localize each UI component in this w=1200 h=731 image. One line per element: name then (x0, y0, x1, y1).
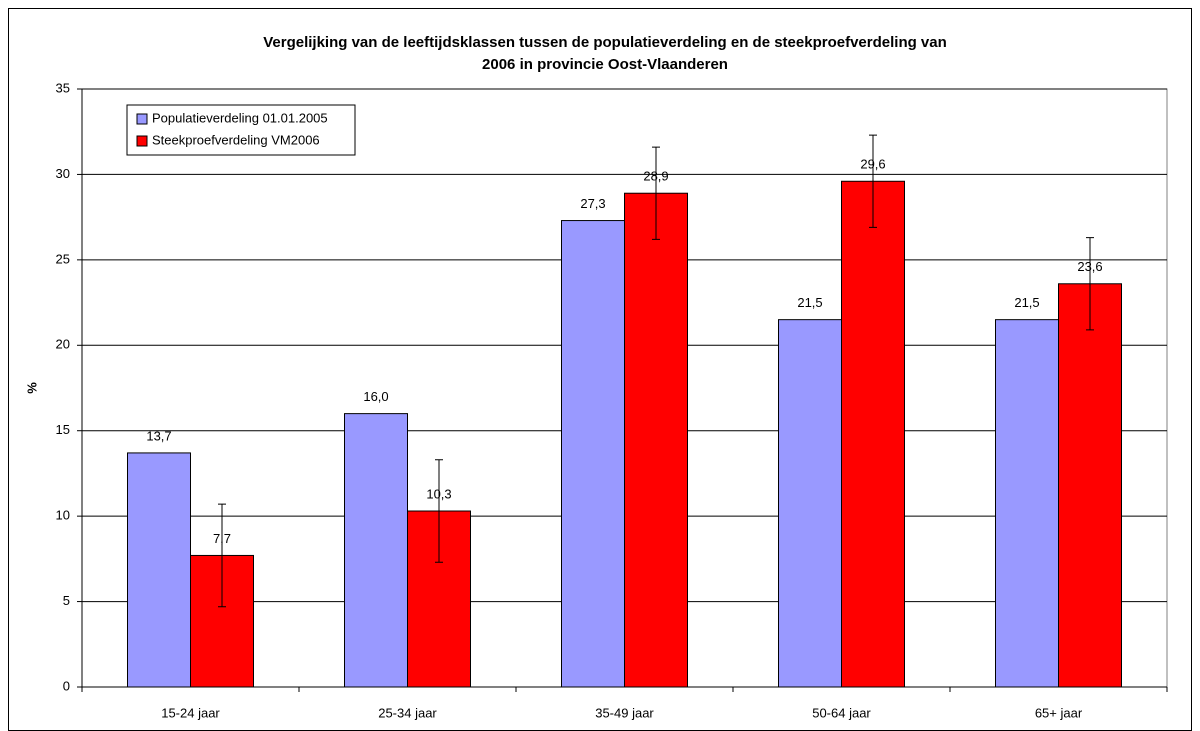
data-label: 27,3 (580, 196, 605, 211)
legend-swatch (136, 135, 148, 147)
y-tick-label: 30 (56, 166, 70, 181)
y-tick-label: 25 (56, 251, 70, 266)
y-tick-label: 35 (56, 80, 70, 95)
bar (995, 319, 1059, 688)
error-bar (435, 459, 443, 563)
bar (778, 319, 842, 688)
y-tick-label: 5 (63, 593, 70, 608)
bar (561, 220, 625, 688)
data-label: 28,9 (643, 169, 668, 184)
data-label: 13,7 (146, 428, 171, 443)
error-bar (869, 134, 877, 228)
x-tick-label: 25-34 jaar (378, 705, 437, 720)
chart-title: Vergelijking van de leeftijdsklassen tus… (263, 34, 947, 51)
y-tick-label: 10 (56, 508, 70, 523)
y-tick-label: 20 (56, 337, 70, 352)
legend (126, 104, 356, 156)
error-bar (652, 146, 660, 240)
error-bar (1086, 237, 1094, 331)
data-label: 21,5 (797, 295, 822, 310)
chart-title: 2006 in provincie Oost-Vlaanderen (482, 56, 728, 73)
data-label: 16,0 (363, 389, 388, 404)
x-tick-label: 35-49 jaar (595, 705, 654, 720)
y-tick-label: 15 (56, 422, 70, 437)
x-tick-label: 15-24 jaar (161, 705, 220, 720)
data-label: 29,6 (860, 157, 885, 172)
y-tick-label: 0 (63, 678, 70, 693)
x-tick-label: 65+ jaar (1035, 705, 1083, 720)
bar (127, 452, 191, 688)
bar (624, 192, 688, 688)
data-label: 21,5 (1014, 295, 1039, 310)
data-label: 10,3 (426, 486, 451, 501)
data-label: 7,7 (213, 531, 231, 546)
bar (344, 413, 408, 688)
data-label: 23,6 (1077, 259, 1102, 274)
error-bar (218, 503, 226, 608)
x-tick-label: 50-64 jaar (812, 705, 871, 720)
y-axis-label: % (24, 382, 39, 394)
legend-label: Steekproefverdeling VM2006 (152, 132, 320, 147)
legend-label: Populatieverdeling 01.01.2005 (152, 110, 328, 125)
bar (1058, 283, 1122, 688)
bar (841, 180, 905, 688)
legend-swatch (136, 113, 148, 125)
